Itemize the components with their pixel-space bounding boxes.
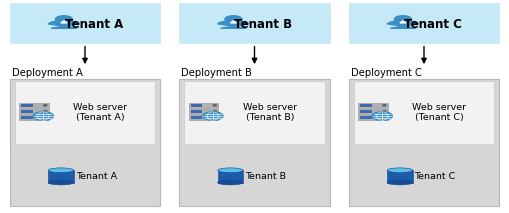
Text: Tenant C: Tenant C: [404, 18, 462, 31]
Polygon shape: [358, 103, 388, 108]
Text: Web server
(Tenant C): Web server (Tenant C): [412, 103, 466, 122]
Polygon shape: [358, 115, 388, 120]
Polygon shape: [191, 104, 202, 107]
FancyBboxPatch shape: [10, 79, 160, 206]
Circle shape: [383, 111, 386, 112]
Circle shape: [55, 16, 72, 23]
Text: Tenant C: Tenant C: [414, 172, 456, 181]
Polygon shape: [19, 115, 49, 120]
Polygon shape: [48, 21, 79, 28]
Ellipse shape: [218, 180, 243, 185]
Polygon shape: [400, 21, 406, 23]
Ellipse shape: [387, 168, 413, 173]
Polygon shape: [360, 116, 372, 119]
Polygon shape: [61, 21, 67, 23]
FancyBboxPatch shape: [349, 79, 499, 206]
Circle shape: [33, 112, 53, 120]
Polygon shape: [19, 109, 49, 114]
Polygon shape: [19, 103, 49, 108]
Polygon shape: [360, 110, 372, 113]
Circle shape: [44, 111, 47, 112]
Polygon shape: [189, 109, 218, 114]
Text: Tenant B: Tenant B: [235, 18, 293, 31]
FancyBboxPatch shape: [179, 3, 330, 43]
Text: Tenant A: Tenant A: [65, 18, 123, 31]
Circle shape: [383, 117, 386, 118]
Polygon shape: [189, 115, 218, 120]
FancyBboxPatch shape: [349, 3, 499, 43]
FancyBboxPatch shape: [184, 81, 325, 144]
Text: Web server
(Tenant A): Web server (Tenant A): [73, 103, 127, 122]
Circle shape: [213, 117, 216, 118]
Circle shape: [213, 105, 216, 106]
FancyBboxPatch shape: [179, 79, 330, 206]
Ellipse shape: [387, 180, 413, 185]
Text: Tenant A: Tenant A: [76, 172, 117, 181]
Polygon shape: [21, 110, 33, 113]
Text: Deployment A: Deployment A: [12, 68, 82, 78]
Circle shape: [44, 105, 47, 106]
Polygon shape: [191, 116, 202, 119]
Polygon shape: [358, 109, 388, 114]
Circle shape: [394, 16, 411, 23]
Text: Web server
(Tenant B): Web server (Tenant B): [243, 103, 297, 122]
Polygon shape: [189, 103, 218, 108]
Circle shape: [203, 112, 223, 120]
Polygon shape: [218, 170, 243, 183]
Polygon shape: [231, 21, 237, 23]
Polygon shape: [387, 170, 413, 183]
Polygon shape: [21, 116, 33, 119]
FancyBboxPatch shape: [354, 81, 494, 144]
Ellipse shape: [48, 168, 74, 173]
Text: Deployment B: Deployment B: [181, 68, 252, 78]
Circle shape: [383, 105, 386, 106]
Text: Deployment C: Deployment C: [351, 68, 421, 78]
Polygon shape: [191, 110, 202, 113]
Ellipse shape: [218, 168, 243, 173]
Ellipse shape: [48, 180, 74, 185]
Circle shape: [372, 112, 392, 120]
Circle shape: [213, 111, 216, 112]
Circle shape: [225, 16, 242, 23]
FancyBboxPatch shape: [15, 81, 155, 144]
Circle shape: [44, 117, 47, 118]
Polygon shape: [21, 104, 33, 107]
Polygon shape: [48, 170, 74, 183]
Text: Tenant B: Tenant B: [245, 172, 286, 181]
FancyBboxPatch shape: [10, 3, 160, 43]
Polygon shape: [218, 21, 249, 28]
Polygon shape: [387, 21, 418, 28]
Polygon shape: [360, 104, 372, 107]
